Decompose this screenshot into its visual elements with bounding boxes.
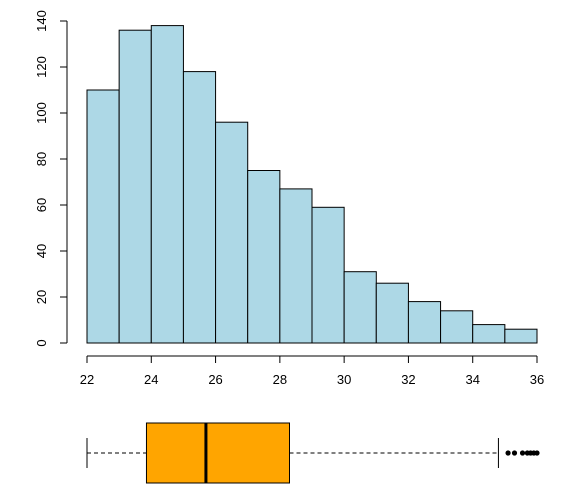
- boxplot: [86, 422, 540, 484]
- x-tick-label: 28: [273, 372, 287, 387]
- boxplot-outlier: [511, 450, 518, 456]
- y-axis: 0 20 40 60 80 100 120 140: [34, 10, 68, 347]
- histogram-bar: [118, 29, 152, 344]
- y-tick-label: 120: [34, 56, 49, 78]
- histogram-bar: [86, 89, 120, 344]
- y-tick-label: 100: [34, 102, 49, 124]
- y-tick-label: 60: [34, 198, 49, 212]
- histogram-bar: [440, 310, 474, 344]
- histogram-bar: [311, 206, 345, 344]
- x-tick-label: 30: [337, 372, 351, 387]
- histogram-bar: [215, 121, 249, 344]
- boxplot-outlier: [505, 450, 511, 456]
- histogram-bar: [504, 328, 538, 344]
- histogram-bar: [150, 25, 184, 344]
- x-axis: 22 24 26 28 30 32 34 36: [80, 355, 544, 387]
- boxplot-box: [145, 422, 290, 484]
- histogram-bar: [375, 282, 409, 344]
- y-tick-label: 140: [34, 10, 49, 32]
- y-tick-label: 40: [34, 244, 49, 258]
- y-tick-label: 20: [34, 290, 49, 304]
- y-tick-label: 0: [34, 339, 49, 346]
- histogram-bars: [86, 25, 538, 344]
- histogram-bar: [343, 271, 377, 344]
- y-tick-label: 80: [34, 152, 49, 166]
- histogram-bar: [279, 188, 313, 344]
- x-tick-label: 22: [80, 372, 94, 387]
- histogram-bar: [472, 324, 506, 344]
- boxplot-outlier: [519, 450, 526, 456]
- x-tick-label: 34: [465, 372, 479, 387]
- histogram-bar: [247, 170, 281, 344]
- x-tick-label: 26: [208, 372, 222, 387]
- x-tick-label: 32: [401, 372, 415, 387]
- boxplot-outlier: [534, 450, 540, 456]
- histogram-bar: [407, 301, 442, 344]
- histogram-bar: [182, 71, 217, 344]
- x-tick-label: 36: [530, 372, 544, 387]
- x-tick-label: 24: [144, 372, 158, 387]
